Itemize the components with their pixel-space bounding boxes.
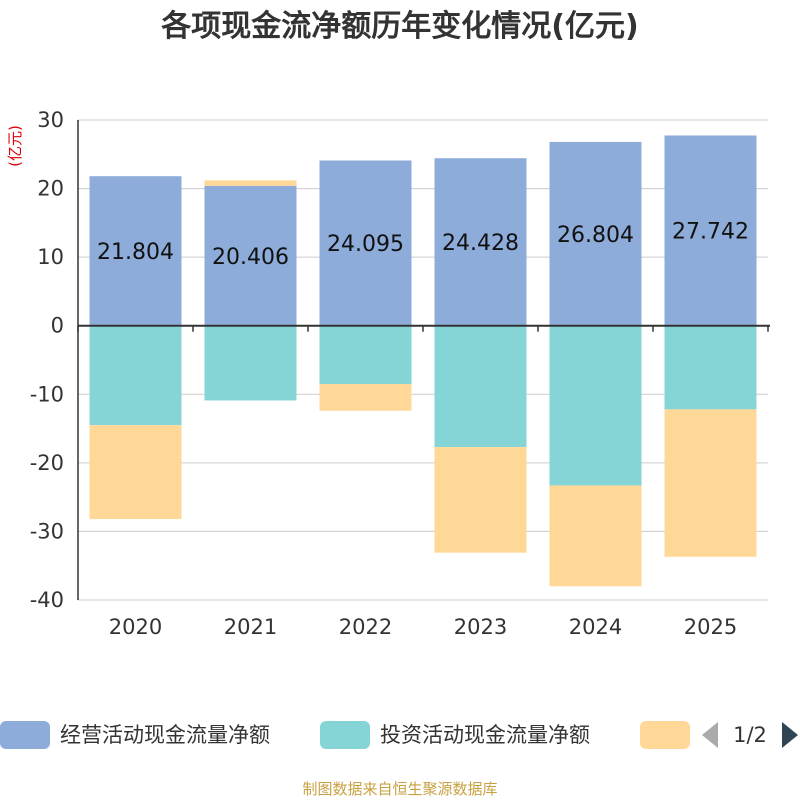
y-tick-label: -40 [30,588,64,612]
data-label: 24.428 [442,231,519,256]
data-label: 27.742 [672,220,749,245]
legend-page-indicator: 1/2 [733,723,767,747]
bar-2025-series-0[interactable] [664,135,757,326]
data-label: 21.804 [97,240,174,265]
bar-marks [89,135,757,587]
data-label: 26.804 [557,223,634,248]
legend-swatch[interactable] [0,721,50,749]
bar-2022-series-0[interactable] [319,160,412,326]
legend-label[interactable]: 经营活动现金流量净额 [60,723,270,747]
y-tick-label: -20 [30,451,64,475]
legend-pager: 1/2 [702,722,798,748]
bar-2024-series-2[interactable] [549,485,642,587]
bar-2023-series-0[interactable] [434,158,527,326]
y-axis-label: (亿元) [6,125,24,167]
legend-swatch[interactable] [640,721,690,749]
y-tick-label: 30 [37,108,64,132]
bar-2021-series-1[interactable] [204,325,297,401]
x-tick-label: 2024 [569,615,622,639]
data-label: 24.095 [327,232,404,257]
bar-2025-series-1[interactable] [664,325,757,410]
legend-prev-icon[interactable] [702,722,718,748]
x-tick-label: 2025 [684,615,737,639]
x-tick-label: 2020 [109,615,162,639]
y-tick-label: -10 [30,382,64,406]
y-tick-label: 0 [51,314,64,338]
legend: 经营活动现金流量净额 投资活动现金流量净额 [0,721,690,749]
bar-2024-series-0[interactable] [549,141,642,326]
data-labels: 21.804 20.406 24.095 24.428 26.804 27.742 [97,220,749,270]
legend-next-icon[interactable] [782,722,798,748]
data-label: 20.406 [212,245,289,270]
y-tick-label: 20 [37,177,64,201]
x-tick-label: 2023 [454,615,507,639]
bar-2023-series-1[interactable] [434,325,527,448]
bar-2024-series-1[interactable] [549,325,642,486]
y-tick-label: 10 [37,245,64,269]
chart-title: 各项现金流净额历年变化情况(亿元) [160,9,638,44]
bar-2020-series-1[interactable] [89,325,182,426]
bar-2023-series-2[interactable] [434,447,527,553]
bar-2022-series-1[interactable] [319,325,412,384]
bar-2020-series-2[interactable] [89,425,182,520]
data-source-note: 制图数据来自恒生聚源数据库 [302,780,497,798]
bar-2022-series-2[interactable] [319,384,412,411]
x-tick-label: 2021 [224,615,277,639]
bar-2025-series-2[interactable] [664,409,757,557]
bar-2020-series-0[interactable] [89,176,182,326]
legend-swatch[interactable] [320,721,370,749]
bar-2021-series-0[interactable] [204,185,297,326]
x-tick-label: 2022 [339,615,392,639]
legend-label[interactable]: 投资活动现金流量净额 [380,723,590,747]
axes: 30 20 10 0 -10 -20 -30 -40 2020 2021 2022 2023 2024 2… [30,108,770,639]
y-tick-label: -30 [30,519,64,543]
bar-2021-series-2[interactable] [204,180,297,186]
